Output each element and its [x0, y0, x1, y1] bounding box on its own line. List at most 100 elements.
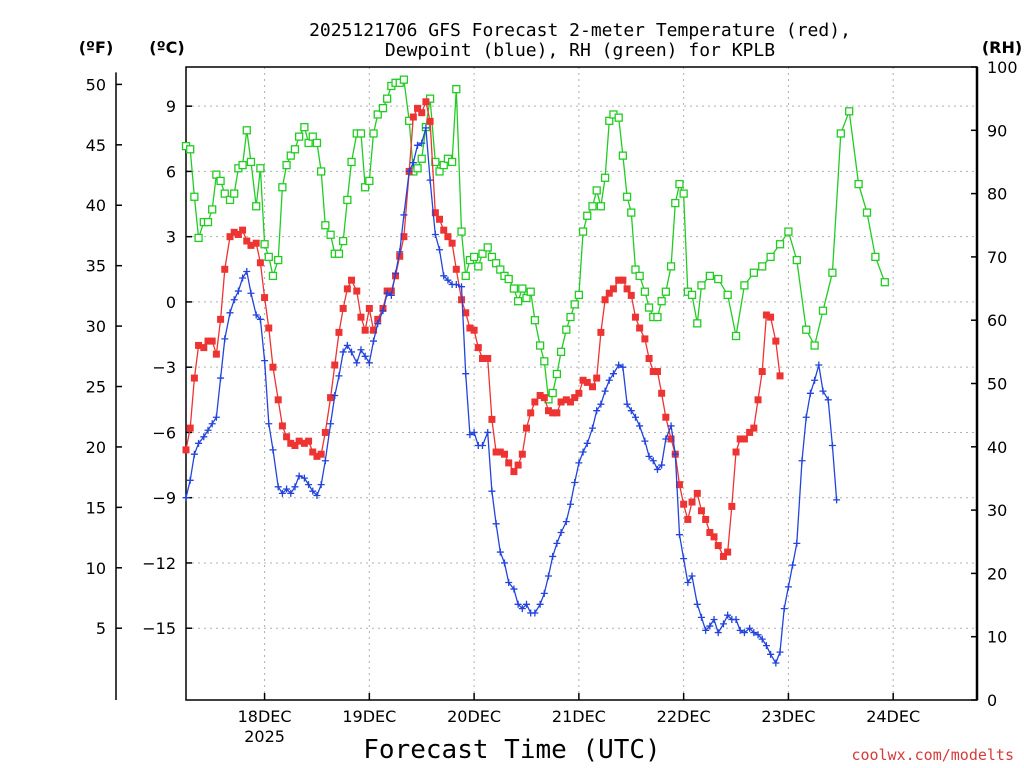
rh-tick-label: 0 [987, 691, 997, 710]
temperature-point [589, 383, 597, 391]
rh-point [526, 287, 535, 296]
temperature-point [724, 548, 732, 556]
rh-point [566, 312, 575, 322]
rh-point [220, 189, 229, 198]
temperature-point [754, 396, 762, 404]
dewpoint-point [226, 309, 234, 317]
dewpoint-point [680, 555, 688, 563]
dewpoint-point [671, 450, 679, 458]
dewpoint-point [190, 450, 198, 458]
dewpoint-line [185, 127, 838, 664]
temperature-point [488, 415, 496, 423]
rh-point [530, 316, 540, 325]
x-tick-label: 18DEC [238, 707, 292, 726]
rh-point [264, 252, 273, 262]
temperature-point [374, 315, 382, 323]
dewpoint-point [353, 359, 361, 367]
temperature-point [514, 461, 522, 469]
dewpoint-point [758, 635, 766, 643]
rh-point [487, 252, 497, 262]
temperature-point [186, 424, 194, 432]
rh-tick-label: 30 [987, 501, 1007, 520]
temperature-point [597, 328, 605, 336]
dewpoint-point [815, 361, 823, 369]
fahrenheit-tick-label: 50 [86, 75, 106, 94]
celsius-tick-label: −12 [142, 554, 176, 573]
dewpoint-point [732, 616, 740, 624]
rh-point [369, 129, 378, 138]
temperature-series [182, 98, 784, 560]
temperature-point [370, 326, 378, 334]
fahrenheit-unit-label: (ºF) [79, 38, 114, 57]
dewpoint-point [505, 579, 513, 587]
rh-point [631, 265, 640, 274]
dewpoint-point [514, 600, 522, 608]
dewpoint-point [500, 559, 508, 567]
rh-point [413, 164, 422, 173]
rh-point [478, 249, 487, 258]
dewpoint-point [636, 422, 644, 430]
dewpoint-point [819, 387, 827, 395]
fahrenheit-tick-label: 10 [86, 559, 106, 578]
temperature-point [234, 230, 242, 238]
temperature-point [418, 109, 426, 117]
dewpoint-point [793, 539, 801, 547]
temperature-point [305, 437, 313, 445]
rh-point [343, 195, 352, 205]
temperature-point [466, 324, 474, 332]
temperature-point [675, 481, 683, 489]
dewpoint-point [575, 459, 583, 467]
temperature-point [627, 291, 635, 299]
dewpoint-point [287, 489, 295, 497]
dewpoint-point [615, 361, 623, 369]
dewpoint-point [601, 387, 609, 395]
temperature-point [557, 398, 565, 406]
temperature-point [484, 354, 492, 362]
celsius-tick-label: −3 [152, 358, 176, 377]
temperature-point [256, 259, 264, 267]
dewpoint-point [571, 478, 579, 486]
rh-series [181, 75, 889, 404]
rh-point [522, 293, 531, 303]
rh-point [588, 202, 597, 211]
dewpoint-point [740, 629, 748, 637]
rh-point [378, 103, 388, 113]
dewpoint-point [274, 483, 282, 491]
rh-point [461, 271, 470, 281]
temperature-point [710, 533, 718, 541]
rh-point [845, 107, 854, 116]
temperature-point [571, 394, 579, 402]
rh-point [190, 192, 199, 201]
dewpoint-point [431, 230, 439, 238]
dewpoint-point [365, 359, 373, 367]
temperature-point [758, 368, 766, 376]
rh-point [693, 319, 702, 328]
dewpoint-point [706, 622, 714, 630]
celsius-tick-label: −9 [152, 489, 176, 508]
temperature-point [553, 409, 561, 417]
rh-point [871, 252, 880, 262]
fahrenheit-tick-label: 25 [86, 378, 106, 397]
dewpoint-point [593, 407, 601, 415]
temperature-point [474, 344, 482, 352]
celsius-tick-label: 6 [166, 162, 176, 181]
temperature-point [331, 361, 339, 369]
temperature-point [361, 326, 369, 334]
dewpoint-point [736, 626, 744, 634]
rh-point [657, 297, 666, 306]
rh-point [312, 138, 322, 148]
temperature-point [204, 337, 212, 345]
dewpoint-point [597, 400, 605, 408]
temperature-point [510, 468, 518, 476]
dewpoint-point [789, 561, 797, 569]
temperature-point [575, 389, 583, 397]
temperature-point [736, 435, 744, 443]
rh-point [504, 274, 513, 284]
temperature-point [265, 324, 273, 332]
rh-point [731, 331, 741, 341]
rh-point [723, 290, 732, 300]
celsius-tick-label: 3 [166, 228, 176, 247]
dewpoint-point [426, 176, 434, 184]
dewpoint-point [833, 496, 841, 504]
dewpoint-point [623, 400, 631, 408]
